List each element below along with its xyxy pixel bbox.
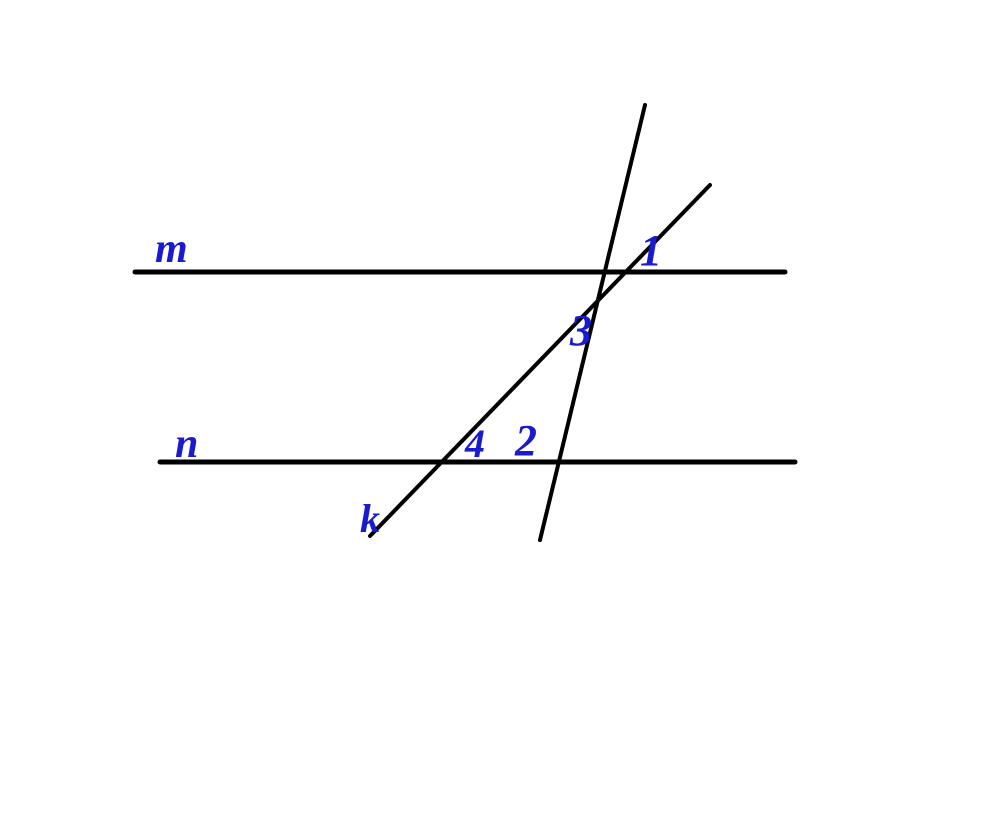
diagram-canvas: m n k 1 2 3 4	[0, 0, 1005, 825]
line-t	[540, 105, 645, 540]
line-k	[370, 185, 710, 536]
diagram-svg	[0, 0, 1005, 825]
